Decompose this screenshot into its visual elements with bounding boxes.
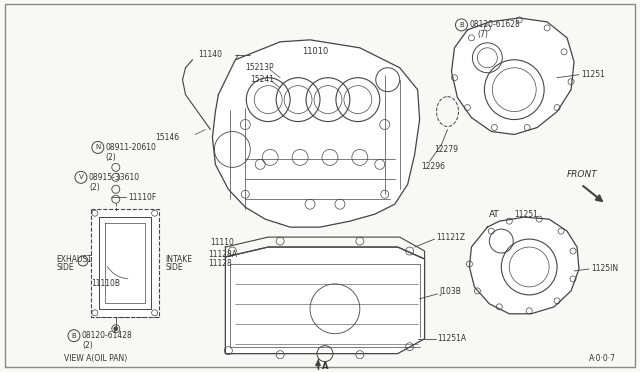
Text: A·0·0·7: A·0·0·7 <box>589 354 616 363</box>
Text: V: V <box>79 174 83 180</box>
Text: 1125IN: 1125IN <box>591 264 618 273</box>
Text: AT: AT <box>490 210 500 219</box>
Text: 11251: 11251 <box>581 70 605 79</box>
Text: 08120-61628: 08120-61628 <box>469 20 520 29</box>
Text: 11110B: 11110B <box>92 279 120 288</box>
Text: FRONT: FRONT <box>567 170 598 179</box>
Text: 11128: 11128 <box>209 260 232 269</box>
Text: 15213P: 15213P <box>245 63 274 72</box>
Text: EXHAUST: EXHAUST <box>56 254 92 263</box>
Text: (2): (2) <box>82 341 93 350</box>
Text: 11110: 11110 <box>211 238 234 247</box>
Polygon shape <box>225 247 424 354</box>
Text: 15146: 15146 <box>156 133 180 142</box>
Polygon shape <box>451 18 574 135</box>
Text: 12296: 12296 <box>422 162 445 171</box>
Text: 11251: 11251 <box>515 210 538 219</box>
Text: 11010: 11010 <box>302 47 328 56</box>
Text: SIDE: SIDE <box>166 263 183 272</box>
Text: B: B <box>72 333 76 339</box>
Text: 15241: 15241 <box>250 75 275 84</box>
Text: 11128A: 11128A <box>209 250 237 259</box>
Polygon shape <box>212 40 420 227</box>
Text: 08120-61428: 08120-61428 <box>82 331 132 340</box>
Text: 12279: 12279 <box>435 145 459 154</box>
Text: J103B: J103B <box>440 288 461 296</box>
Text: 11140: 11140 <box>198 50 223 59</box>
Text: A: A <box>322 362 328 371</box>
Text: SIDE: SIDE <box>56 263 74 272</box>
Text: N: N <box>95 144 100 150</box>
Polygon shape <box>469 217 579 314</box>
Text: (7): (7) <box>477 31 488 39</box>
Text: (2): (2) <box>89 183 100 192</box>
Text: B: B <box>459 22 464 28</box>
Text: (2): (2) <box>106 153 116 162</box>
Text: VIEW A(OIL PAN): VIEW A(OIL PAN) <box>64 354 127 363</box>
Text: INTAKE: INTAKE <box>166 254 193 263</box>
Circle shape <box>114 327 118 331</box>
Text: 08915-33610: 08915-33610 <box>89 173 140 182</box>
Polygon shape <box>91 209 159 317</box>
Text: 11251A: 11251A <box>438 334 467 343</box>
Text: 11110F: 11110F <box>128 193 156 202</box>
Text: 08911-20610: 08911-20610 <box>106 143 157 152</box>
Text: 11121Z: 11121Z <box>436 232 465 241</box>
